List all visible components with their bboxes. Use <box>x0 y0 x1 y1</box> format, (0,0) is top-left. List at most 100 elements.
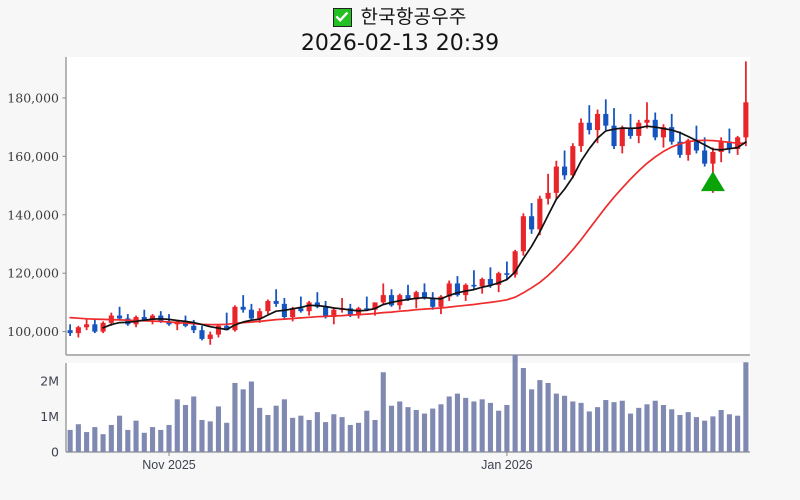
volume-bar <box>644 404 650 452</box>
volume-bar <box>405 407 411 452</box>
candlestick <box>364 296 370 312</box>
volume-axis: 2M 1M 0 <box>40 373 59 459</box>
volume-bar <box>257 407 263 452</box>
volume-bar <box>603 400 609 452</box>
volume-bar <box>108 424 114 452</box>
volume-bar <box>339 417 345 452</box>
volume-bar <box>578 402 584 452</box>
volume-bar <box>438 404 444 452</box>
volume-bar <box>545 382 551 452</box>
volume-bar <box>149 427 156 452</box>
volume-bar <box>141 432 147 452</box>
volume-bar <box>372 419 378 452</box>
candlestick <box>537 195 543 236</box>
candlestick <box>487 267 493 288</box>
volume-bar <box>314 412 320 452</box>
candlestick <box>84 318 90 331</box>
volume-bar <box>290 417 296 452</box>
candlestick <box>224 312 230 331</box>
chart-timestamp: 2026-02-13 20:39 <box>300 31 500 56</box>
candlestick <box>636 119 642 144</box>
volume-bar <box>323 422 329 452</box>
candlestick <box>306 300 312 316</box>
title-row: 한국항공우주 <box>0 0 800 32</box>
volume-bar <box>174 399 180 452</box>
volume-bar <box>182 405 189 452</box>
ma-line-ma_long <box>69 139 747 326</box>
date-axis: Nov 2025 Jan 2026 <box>142 452 533 472</box>
volume-bar <box>248 381 254 452</box>
volume-bar <box>355 422 362 452</box>
volume-bar <box>306 419 312 452</box>
volume-bar <box>125 429 131 452</box>
volume-axis-tick: 1M <box>40 409 59 424</box>
candlestick <box>553 160 559 199</box>
green-check-icon[interactable] <box>333 7 353 27</box>
volume-bar <box>75 424 81 452</box>
volume-bar <box>553 393 559 452</box>
date-axis-tick: Nov 2025 <box>142 458 196 472</box>
candlestick <box>603 99 609 131</box>
volume-series <box>67 354 749 452</box>
volume-bar <box>281 399 287 452</box>
candlestick <box>273 289 279 307</box>
volume-bar <box>84 432 90 452</box>
candlestick-series <box>67 61 749 345</box>
candlestick <box>586 105 592 135</box>
candlestick <box>207 331 213 345</box>
volume-bar <box>232 382 238 452</box>
volume-bar <box>611 402 617 452</box>
volume-bar <box>421 413 428 452</box>
volume-bar <box>92 427 98 452</box>
volume-bar <box>702 420 708 452</box>
candlestick <box>430 292 436 310</box>
candlestick <box>413 290 419 309</box>
candlestick <box>380 283 386 306</box>
candlestick <box>240 295 246 313</box>
price-axis-tick: 120,000 <box>7 266 59 281</box>
volume-bar <box>207 421 213 452</box>
candlestick <box>265 299 271 315</box>
candlestick <box>619 125 625 154</box>
candlestick <box>562 150 568 180</box>
volume-axis-tick: 0 <box>51 445 59 460</box>
volume-bar <box>685 412 691 452</box>
volume-bar <box>586 411 592 452</box>
price-axis: 180,000 160,000 140,000 120,000 100,000 <box>7 90 66 339</box>
volume-bar <box>570 401 576 452</box>
price-axis-tick: 140,000 <box>7 207 59 222</box>
volume-bar <box>652 400 658 452</box>
candlestick <box>199 325 205 341</box>
volume-bar <box>224 422 230 452</box>
volume-bar <box>669 409 675 452</box>
volume-bar <box>413 409 419 452</box>
candlestick <box>75 325 81 338</box>
volume-bar <box>397 401 403 452</box>
volume-bar <box>100 434 106 452</box>
candlestick <box>405 284 411 301</box>
volume-bar <box>166 424 172 452</box>
candlestick <box>257 308 263 323</box>
volume-bar <box>726 414 732 452</box>
candlestick <box>520 213 526 256</box>
volume-bar <box>636 407 642 452</box>
volume-bar <box>215 406 222 452</box>
volume-bar <box>743 362 749 452</box>
volume-bar <box>594 407 601 452</box>
volume-axis-tick: 2M <box>40 373 59 388</box>
volume-bar <box>496 410 502 452</box>
candlestick <box>232 305 238 332</box>
price-axis-tick: 160,000 <box>7 149 59 164</box>
signal-markers <box>700 171 725 192</box>
candlestick <box>627 113 634 139</box>
chart-header: 한국항공우주 2026-02-13 20:39 <box>0 0 800 57</box>
candlestick <box>702 137 708 167</box>
volume-bar <box>240 389 246 452</box>
volume-bar <box>735 415 741 452</box>
volume-bar <box>627 413 634 452</box>
volume-bar <box>537 380 543 452</box>
volume-bar <box>471 401 477 452</box>
candlestick <box>463 283 469 301</box>
